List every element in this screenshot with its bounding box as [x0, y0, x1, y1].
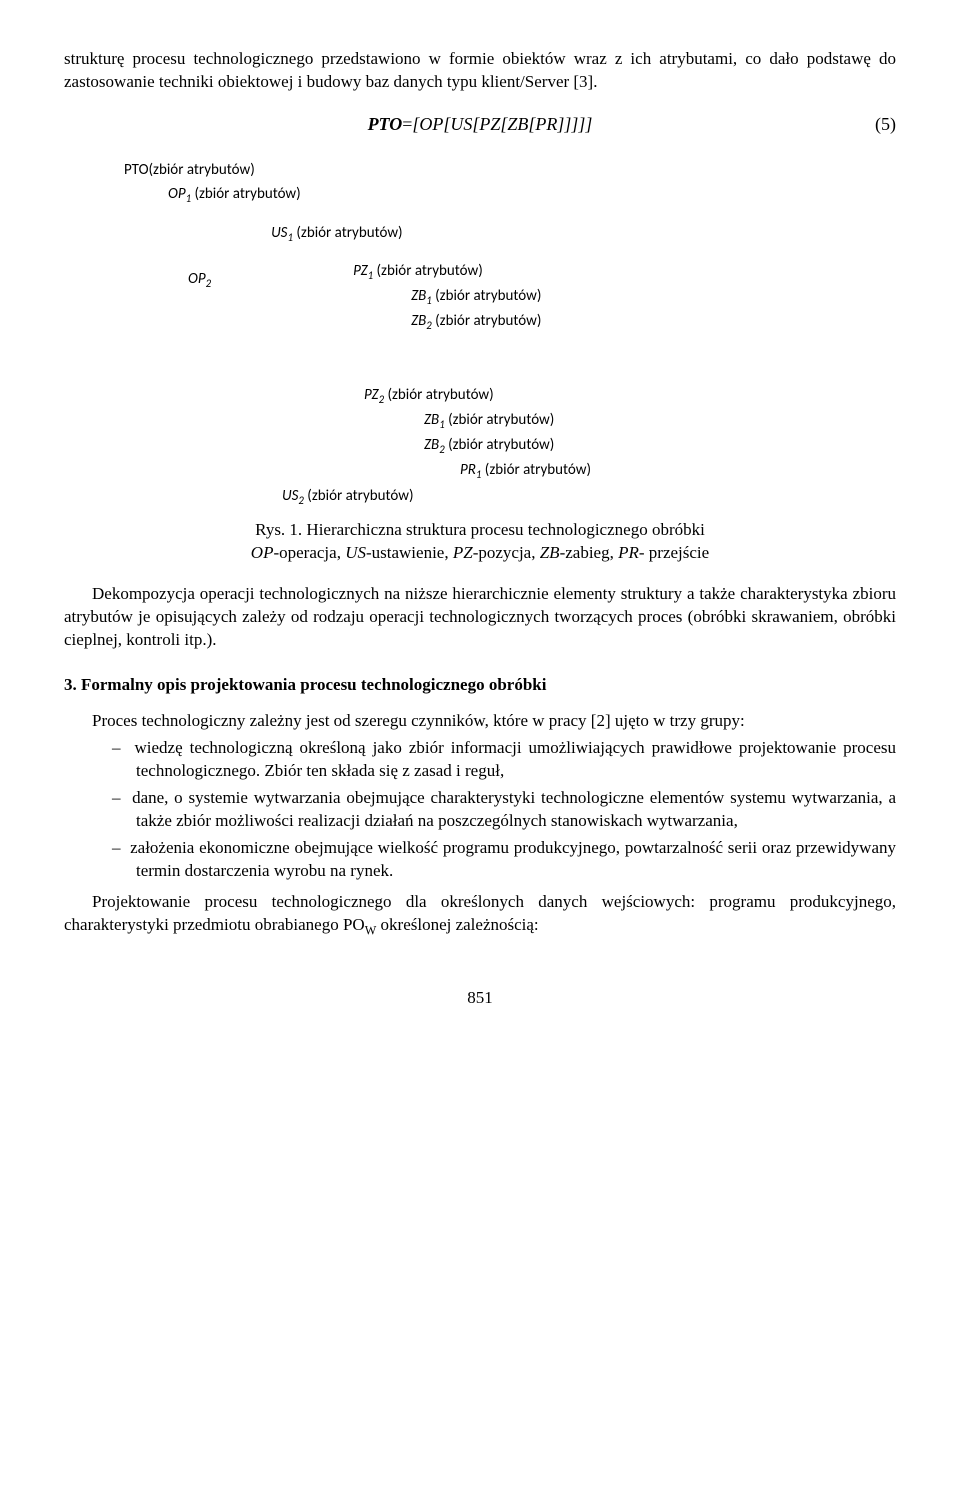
- formula-rhs: [OP[US[PZ[ZB[PR]]]]]: [412, 112, 592, 136]
- tree-node-op1: OP1 (zbiór atrybutów): [168, 182, 896, 207]
- caption-text: -ustawienie,: [366, 543, 453, 562]
- tree-node-suffix: (zbiór atrybutów): [384, 386, 494, 404]
- tree-node-suffix: (zbiór atrybutów): [445, 411, 555, 429]
- tree-node-zb2b: ZB2 (zbiór atrybutów): [424, 433, 896, 458]
- tree-node-label: US: [282, 487, 298, 505]
- tree-node-suffix: (zbiór atrybutów): [432, 312, 542, 330]
- tree-node-label: ZB: [411, 287, 426, 305]
- tree-node-zb1a: ZB1 (zbiór atrybutów): [411, 284, 896, 309]
- paragraph-design: Projektowanie procesu technologicznego d…: [64, 891, 896, 939]
- tree-node-us2: US2 (zbiór atrybutów): [282, 484, 896, 509]
- caption-line1: Rys. 1. Hierarchiczna struktura procesu …: [255, 520, 705, 539]
- paragraph-process: Proces technologiczny zależny jest od sz…: [64, 710, 896, 733]
- caption-text: -zabieg,: [560, 543, 619, 562]
- tree-node-suffix: (zbiór atrybutów): [304, 487, 414, 505]
- list-item: założenia ekonomiczne obejmujące wielkoś…: [64, 837, 896, 883]
- para4-part2: określonej zależnością:: [376, 915, 538, 934]
- tree-node-zb1b: ZB1 (zbiór atrybutów): [424, 408, 896, 433]
- caption-US: US: [345, 543, 366, 562]
- tree-node-label: ZB: [411, 312, 426, 330]
- formula-eq: =: [402, 112, 412, 136]
- caption-text: -pozycja,: [473, 543, 540, 562]
- equation-5: PTO = [OP[US[PZ[ZB[PR]]]]] (5): [64, 112, 896, 136]
- tree-node-label: US: [271, 224, 287, 242]
- intro-paragraph: strukturę procesu technologicznego przed…: [64, 48, 896, 94]
- tree-node-label: OP: [188, 270, 206, 288]
- tree-node-label: PZ: [353, 262, 368, 280]
- caption-ZB: ZB: [540, 543, 560, 562]
- caption-text: -operacja,: [273, 543, 345, 562]
- list-item: dane, o systemie wytwarzania obejmujące …: [64, 787, 896, 833]
- paragraph-decomposition: Dekompozycja operacji technologicznych n…: [64, 583, 896, 652]
- tree-node-pz2: PZ2 (zbiór atrybutów): [364, 383, 896, 408]
- tree-node-us1: US1 (zbiór atrybutów): [271, 221, 896, 246]
- section-3-title: 3. Formalny opis projektowania procesu t…: [64, 674, 896, 697]
- tree-node-suffix: (zbiór atrybutów): [373, 262, 483, 280]
- caption-text: - przejście: [639, 543, 709, 562]
- list-item: wiedzę technologiczną określoną jako zbi…: [64, 737, 896, 783]
- tree-node-suffix: (zbiór atrybutów): [481, 461, 591, 479]
- tree-node-label: ZB: [424, 411, 439, 429]
- caption-OP: OP: [251, 543, 274, 562]
- para4-sub: W: [365, 923, 377, 937]
- tree-node-zb2a: ZB2 (zbiór atrybutów): [411, 309, 896, 334]
- tree-node-suffix: (zbiór atrybutów): [432, 287, 542, 305]
- tree-node-suffix: (zbiór atrybutów): [191, 185, 301, 203]
- tree-node-pr1: PR1 (zbiór atrybutów): [460, 458, 896, 483]
- page-number: 851: [64, 987, 896, 1010]
- tree-node-label: PR: [460, 461, 476, 479]
- caption-PZ: PZ: [453, 543, 473, 562]
- tree-node-label: PZ: [364, 386, 379, 404]
- equation-number: (5): [875, 112, 896, 136]
- tree-node-suffix: (zbiór atrybutów): [293, 224, 403, 242]
- tree-node-pz1: PZ1 (zbiór atrybutów): [353, 259, 896, 284]
- figure-caption: Rys. 1. Hierarchiczna struktura procesu …: [104, 519, 856, 565]
- tree-node-label: ZB: [424, 436, 439, 454]
- factor-list: wiedzę technologiczną określoną jako zbi…: [64, 737, 896, 883]
- caption-PR: PR: [618, 543, 639, 562]
- tree-node-label: OP: [168, 185, 186, 203]
- formula-lhs: PTO: [368, 112, 403, 136]
- hierarchy-tree-diagram: PTO(zbiór atrybutów) OP1 (zbiór atrybutó…: [124, 158, 896, 509]
- tree-node-suffix: (zbiór atrybutów): [445, 436, 555, 454]
- tree-node-pto: PTO(zbiór atrybutów): [124, 158, 896, 182]
- tree-node-op2: OP2: [188, 267, 211, 292]
